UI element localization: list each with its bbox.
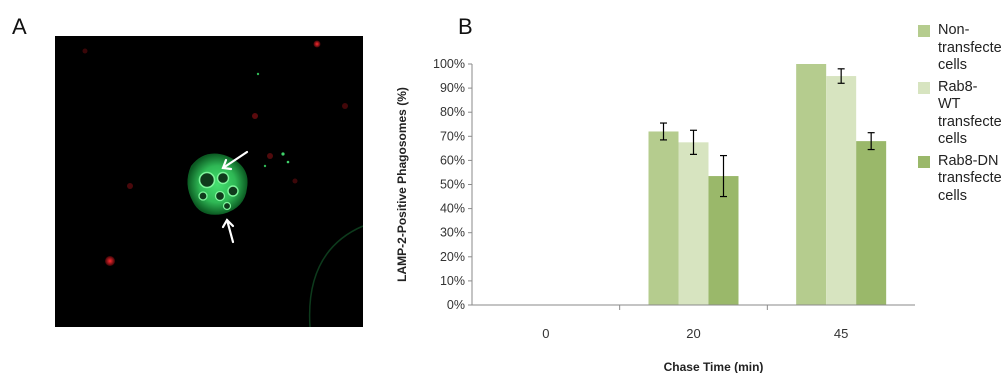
y-tick-label: 60% <box>440 153 465 167</box>
x-axis-ticks: 0 20 45 <box>542 305 848 341</box>
bars <box>648 64 887 305</box>
legend-label: transfected <box>938 39 1002 56</box>
red-punctum <box>267 153 273 159</box>
x-axis-label: Chase Time (min) <box>664 360 764 373</box>
red-punctum <box>342 103 348 109</box>
green-punctum <box>256 72 260 76</box>
y-axis-ticks: 0% 10% 20% 30% 40% 50% 60% 70% 80% 90% 100% <box>433 57 472 312</box>
legend-label: transfected <box>938 170 1002 186</box>
x-tick-label: 20 <box>686 326 700 341</box>
legend-swatch <box>918 25 930 37</box>
bar-chart: 0%10%20%30%40%50%60%70%80%90%100% 0 20 45 … <box>395 57 915 373</box>
legend-item: Rab8-WTtransfectedcells <box>918 78 1002 149</box>
y-tick-label: 20% <box>440 250 465 264</box>
y-tick-label: 10% <box>440 274 465 288</box>
legend-label: transfected <box>938 113 1002 130</box>
y-tick-label: 90% <box>440 81 465 95</box>
phagosome <box>198 191 208 201</box>
arrow-icon <box>221 218 235 244</box>
legend-item: Non-transfectedcells <box>918 22 1002 75</box>
green-punctum <box>281 152 285 156</box>
legend-swatch <box>918 81 930 94</box>
red-punctum <box>252 113 258 119</box>
y-tick-label: 80% <box>440 105 465 119</box>
red-punctum <box>127 183 133 189</box>
y-tick-label: 70% <box>440 129 465 143</box>
legend-label: cells <box>938 187 968 204</box>
phagosome <box>216 171 230 185</box>
y-axis-label: LAMP-2-Positive Phagosomes (%) <box>395 87 409 282</box>
bar <box>796 64 827 305</box>
bar <box>826 76 857 305</box>
bar <box>678 142 709 305</box>
faint-cell-outline <box>308 225 363 327</box>
phagosome <box>214 190 226 202</box>
legend-label: Rab8-DN <box>938 152 999 169</box>
legend-label: cells <box>938 131 968 147</box>
legend-item: Rab8-DNtransfectedcells <box>918 152 1002 206</box>
y-tick-label: 30% <box>440 226 465 240</box>
green-punctum <box>263 164 267 168</box>
y-tick-label: 50% <box>440 178 465 192</box>
panel-a-label: A <box>12 14 27 39</box>
phagosome <box>227 185 239 197</box>
legend-label: Non- <box>938 22 970 38</box>
red-punctum <box>313 40 321 48</box>
green-punctum <box>286 160 290 164</box>
legend-swatch <box>918 155 930 168</box>
chart-legend: Non-transfectedcellsRab8-WTtransfectedce… <box>918 22 1002 209</box>
bar <box>708 176 739 305</box>
x-tick-label: 45 <box>834 326 848 341</box>
bar <box>648 131 679 305</box>
error-bars <box>660 68 875 198</box>
red-punctum <box>82 48 88 54</box>
red-punctum <box>292 178 298 184</box>
fluorescence-micrograph <box>55 36 363 327</box>
arrow-icon <box>221 150 249 171</box>
phagosome <box>222 201 232 211</box>
y-tick-label: 100% <box>433 57 465 71</box>
y-tick-label: 0% <box>447 298 465 312</box>
legend-label: cells <box>938 57 968 73</box>
x-tick-label: 0 <box>542 326 549 341</box>
bar <box>856 141 887 305</box>
phagosome <box>198 171 216 189</box>
legend-label: Rab8-WT <box>938 78 978 113</box>
y-tick-label: 40% <box>440 202 465 216</box>
panel-b-label: B <box>458 14 473 39</box>
red-punctum <box>105 256 115 266</box>
